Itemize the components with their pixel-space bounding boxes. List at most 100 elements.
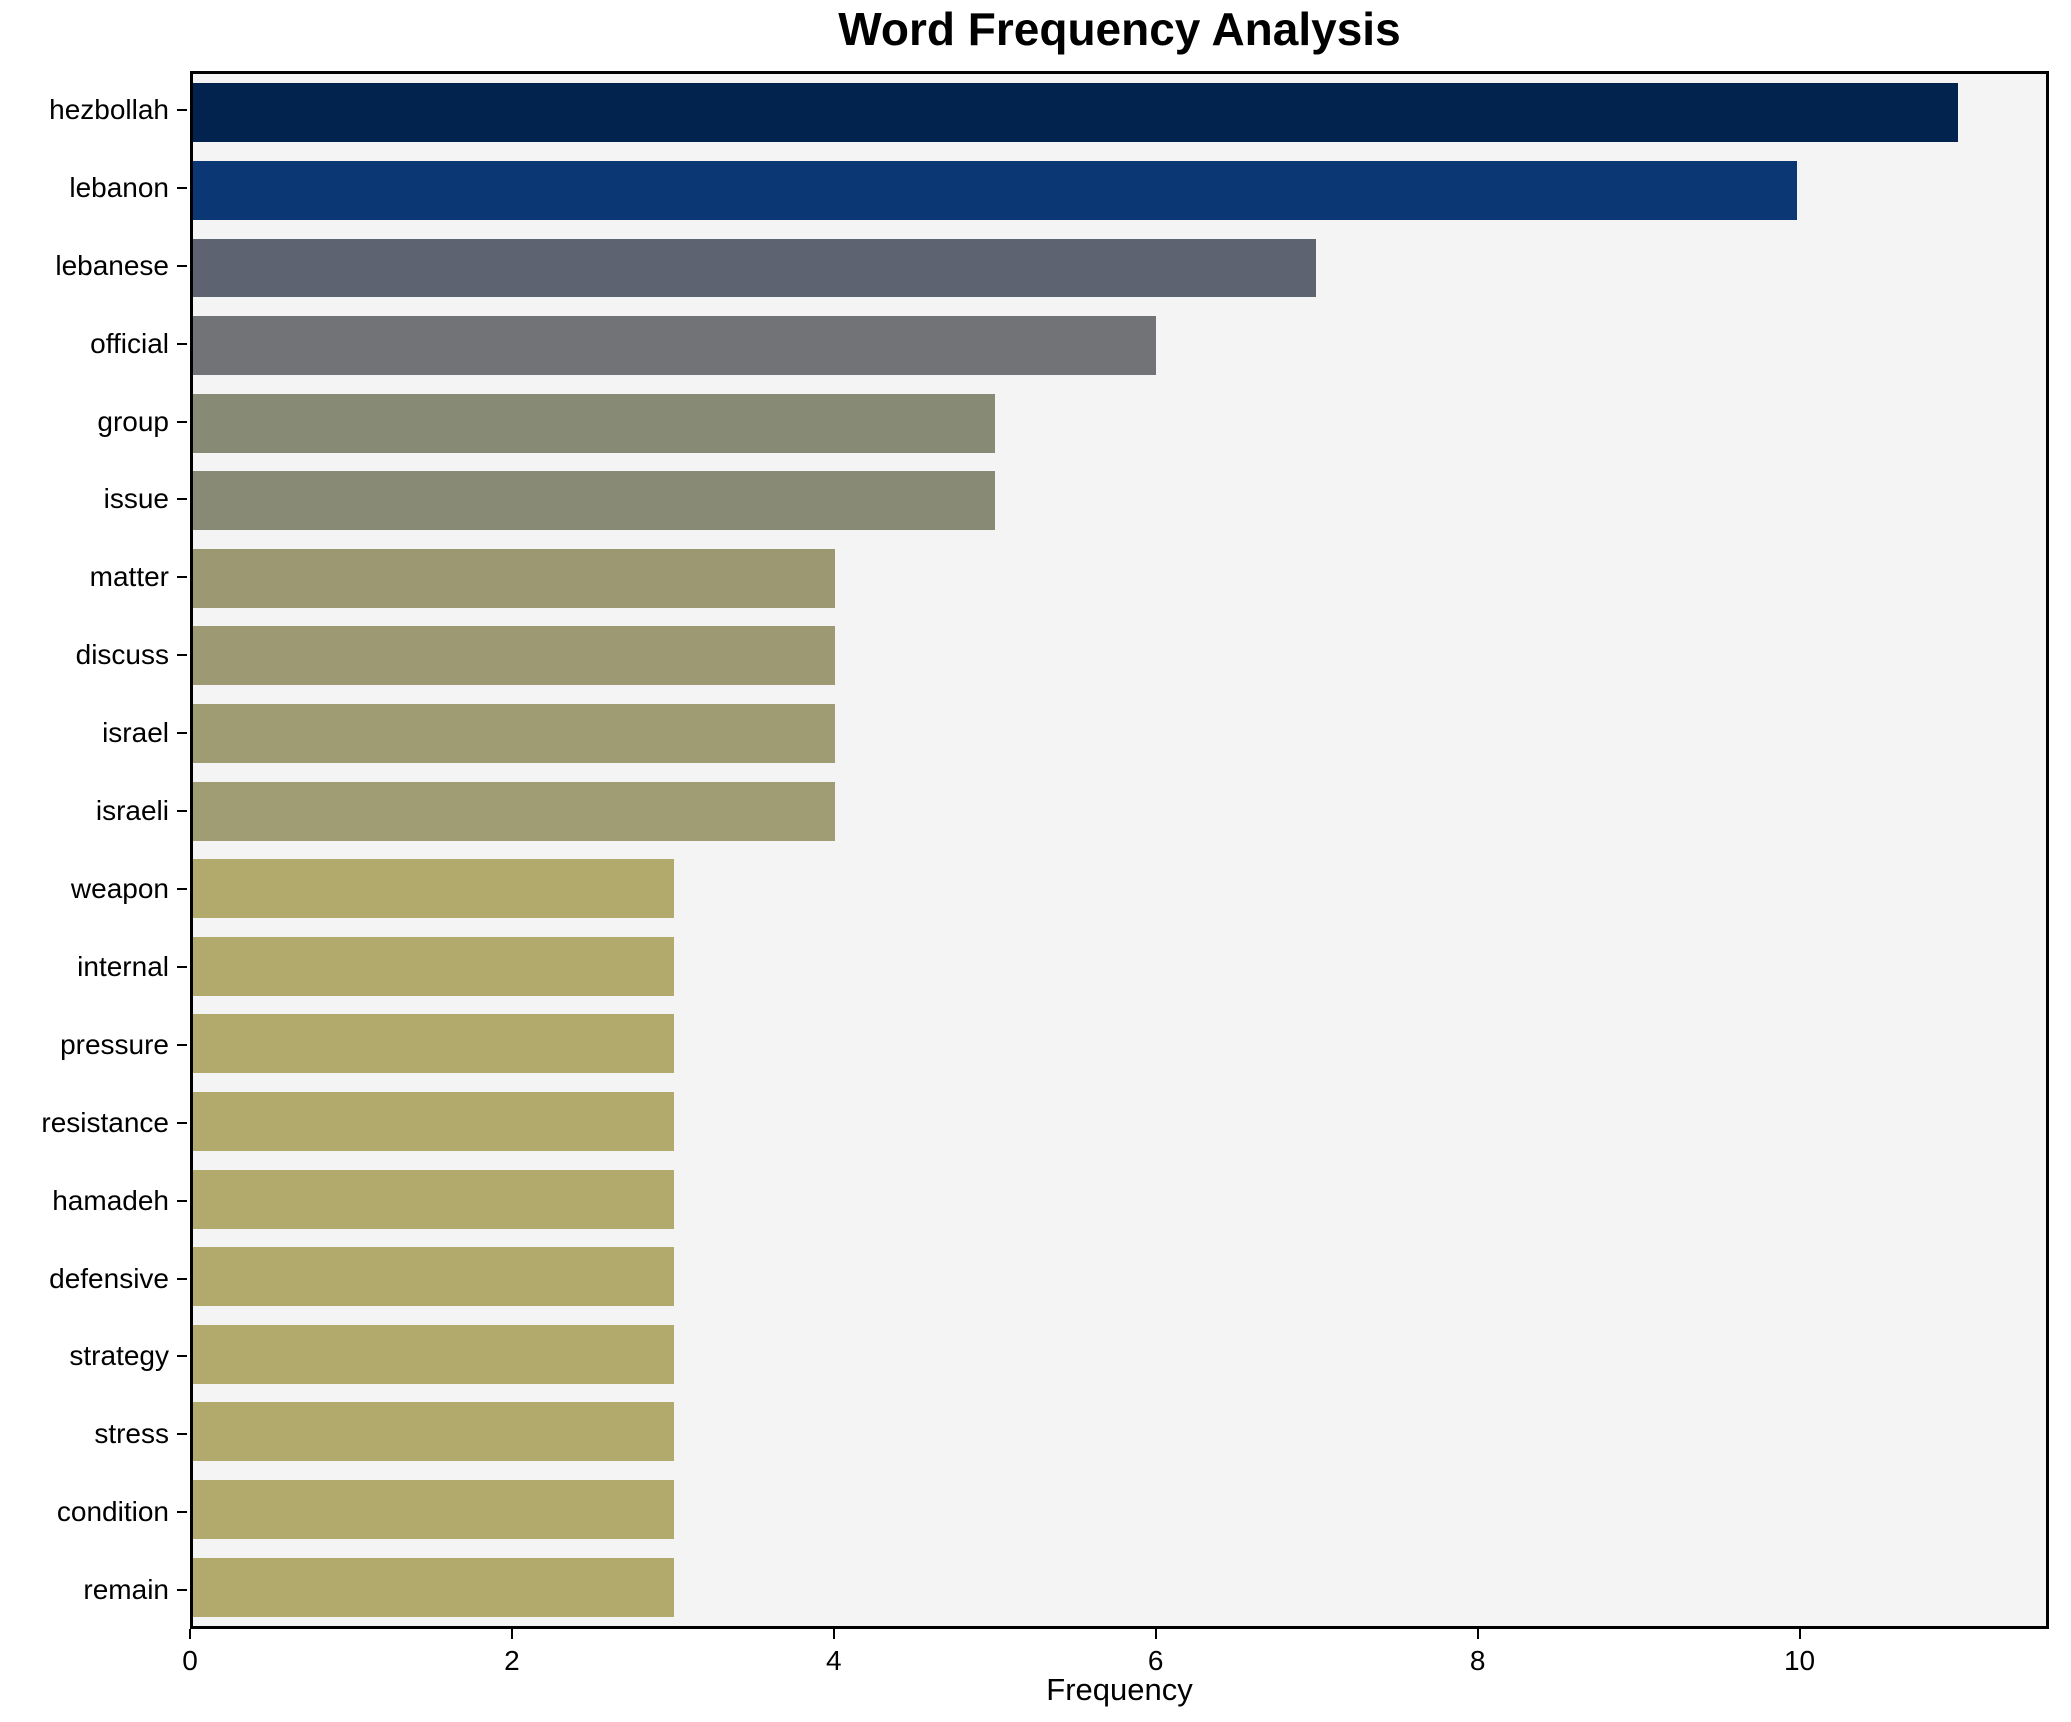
y-tick-mark [177,498,187,501]
x-tick-mark [189,1629,191,1639]
y-tick-mark [177,888,187,891]
bar-row [193,540,2046,618]
bar-strategy [193,1324,675,1384]
y-tick-mark [177,108,187,111]
y-row: stress [0,1395,187,1473]
x-tick-label-0: 0 [182,1645,198,1676]
y-tick-mark [177,1355,187,1358]
y-tick-mark [177,264,187,267]
bar-row [193,462,2046,540]
bar-stress [193,1402,675,1462]
bar-remain [193,1557,675,1617]
y-tick-mark [177,420,187,423]
y-row: strategy [0,1318,187,1396]
bar-defensive [193,1247,675,1307]
bar-discuss [193,626,835,686]
y-tick-label-weapon: weapon [70,873,169,905]
bar-row [193,1238,2046,1316]
y-tick-mark [177,810,187,813]
y-row: matter [0,538,187,616]
bar-row [193,772,2046,850]
y-row: lebanon [0,149,187,227]
y-row: hezbollah [0,71,187,149]
bar-lebanon [193,160,1798,220]
x-tick-label-4: 4 [826,1645,842,1676]
bar-row [193,1316,2046,1394]
y-tick-label-hezbollah: hezbollah [49,93,169,125]
x-tick-mark [1476,1629,1479,1639]
bar-row [193,1471,2046,1549]
chart-title: Word Frequency Analysis [838,3,1401,55]
y-row: israel [0,694,187,772]
y-tick-label-internal: internal [77,950,169,982]
x-tick-mark [832,1629,835,1639]
y-row: weapon [0,850,187,928]
y-row: remain [0,1551,187,1629]
bar-row [193,74,2046,152]
y-tick-mark [177,1199,187,1202]
y-tick-mark [177,1589,187,1592]
y-tick-mark [177,1043,187,1046]
y-tick-label-official: official [90,327,169,359]
x-tick-label-8: 8 [1469,1645,1486,1676]
bar-row [193,695,2046,773]
bar-matter [193,548,835,608]
bar-group [193,393,996,453]
y-row: resistance [0,1084,187,1162]
x-tick-mark [510,1629,513,1639]
y-axis: hezbollah lebanon lebanese official group iss… [0,71,187,1629]
bar-row [193,928,2046,1006]
x-axis: 0 2 4 6 8 10 [182,1629,2049,1699]
y-tick-label-issue: issue [103,483,169,515]
bar-hamadeh [193,1169,675,1229]
bar-series [193,74,2046,1626]
y-row: lebanese [0,227,187,305]
y-tick-label-resistance: resistance [41,1106,169,1138]
y-tick-label-lebanon: lebanon [69,171,169,203]
y-tick-label-israel: israel [102,717,169,749]
y-tick-label-lebanese: lebanese [55,249,169,281]
y-tick-mark [177,342,187,345]
x-tick-label-6: 6 [1147,1645,1164,1676]
bar-pressure [193,1014,675,1074]
bar-row [193,307,2046,385]
y-tick-mark [177,1511,187,1514]
x-tick-mark [1154,1629,1157,1639]
y-tick-mark [177,1433,187,1436]
bar-internal [193,936,675,996]
bar-row [193,152,2046,230]
bar-weapon [193,859,675,919]
bar-lebanese [193,238,1317,298]
y-row: group [0,383,187,461]
y-row: condition [0,1473,187,1551]
y-tick-label-group: group [97,405,169,437]
bar-row [193,1548,2046,1626]
y-row: israeli [0,772,187,850]
bar-resistance [193,1092,675,1151]
y-tick-mark [177,1121,187,1124]
plot-area [190,71,2049,1629]
y-tick-label-stress: stress [94,1418,169,1450]
bar-hezbollah [193,83,1958,143]
y-row: discuss [0,616,187,694]
y-tick-label-strategy: strategy [69,1340,169,1372]
bar-row [193,617,2046,695]
bar-row [193,1083,2046,1161]
y-tick-label-hamadeh: hamadeh [52,1184,169,1216]
bar-issue [193,471,996,531]
bar-israeli [193,781,835,841]
bar-row [193,850,2046,928]
y-tick-label-condition: condition [56,1496,169,1528]
x-axis-label: Frequency [1046,1672,1193,1707]
bar-row [193,229,2046,307]
y-tick-mark [177,732,187,735]
y-tick-mark [177,965,187,968]
bar-condition [193,1480,675,1539]
y-row: hamadeh [0,1162,187,1240]
bar-row [193,1160,2046,1238]
y-tick-mark [177,1277,187,1280]
y-row: pressure [0,1006,187,1084]
x-tick-mark [1798,1629,1801,1639]
y-tick-label-discuss: discuss [75,639,169,671]
